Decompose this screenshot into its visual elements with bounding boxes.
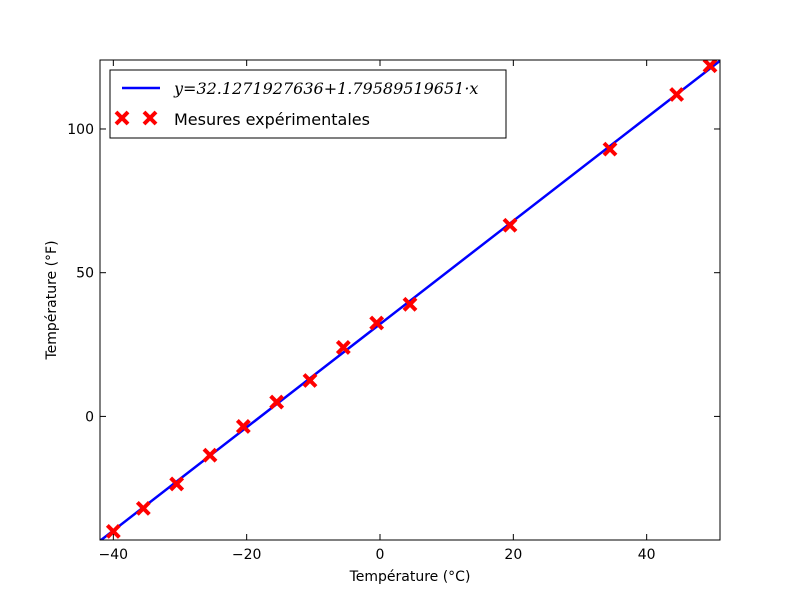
y-tick-label: 50 [76, 266, 94, 282]
measurement-point [269, 394, 285, 410]
axes-frame [99, 59, 721, 541]
y-tick-label: 0 [85, 409, 94, 425]
measurement-point [502, 217, 518, 233]
measurement-point [369, 315, 385, 331]
legend-marker-swatch-2 [142, 110, 158, 126]
plot-area: −40 −20 0 20 40 0 50 100 [67, 59, 721, 563]
measurement-point [302, 373, 318, 388]
x-axis-label: Température (°C) [349, 569, 471, 585]
x-tick-label: −40 [99, 547, 129, 563]
measurement-point [135, 500, 151, 516]
legend-box [109, 69, 507, 139]
x-tick-label: 40 [638, 547, 656, 563]
measurement-point [702, 60, 718, 74]
x-tick-label: 20 [504, 547, 522, 563]
measurement-point [669, 87, 685, 102]
measurement-point [335, 340, 351, 355]
legend-label-measurements: Mesures expérimentales [174, 110, 370, 129]
x-tick-label: 0 [376, 547, 385, 563]
measurement-point [235, 419, 251, 434]
measurement-point [602, 141, 618, 157]
measurement-point [402, 296, 418, 312]
legend-marker-swatch-1 [114, 110, 130, 126]
y-axis-label: Température (°F) [44, 240, 60, 360]
legend-label-fit: y=32.1271927636+1.79589519651·x [173, 79, 478, 98]
measurement-point [105, 523, 121, 539]
measurement-point [202, 447, 218, 463]
measurement-point [169, 476, 185, 492]
legend: y=32.1271927636+1.79589519651·x Mesures … [109, 69, 507, 139]
y-tick-label: 100 [67, 122, 94, 138]
fit-line [100, 60, 720, 540]
x-tick-label: −20 [232, 547, 262, 563]
